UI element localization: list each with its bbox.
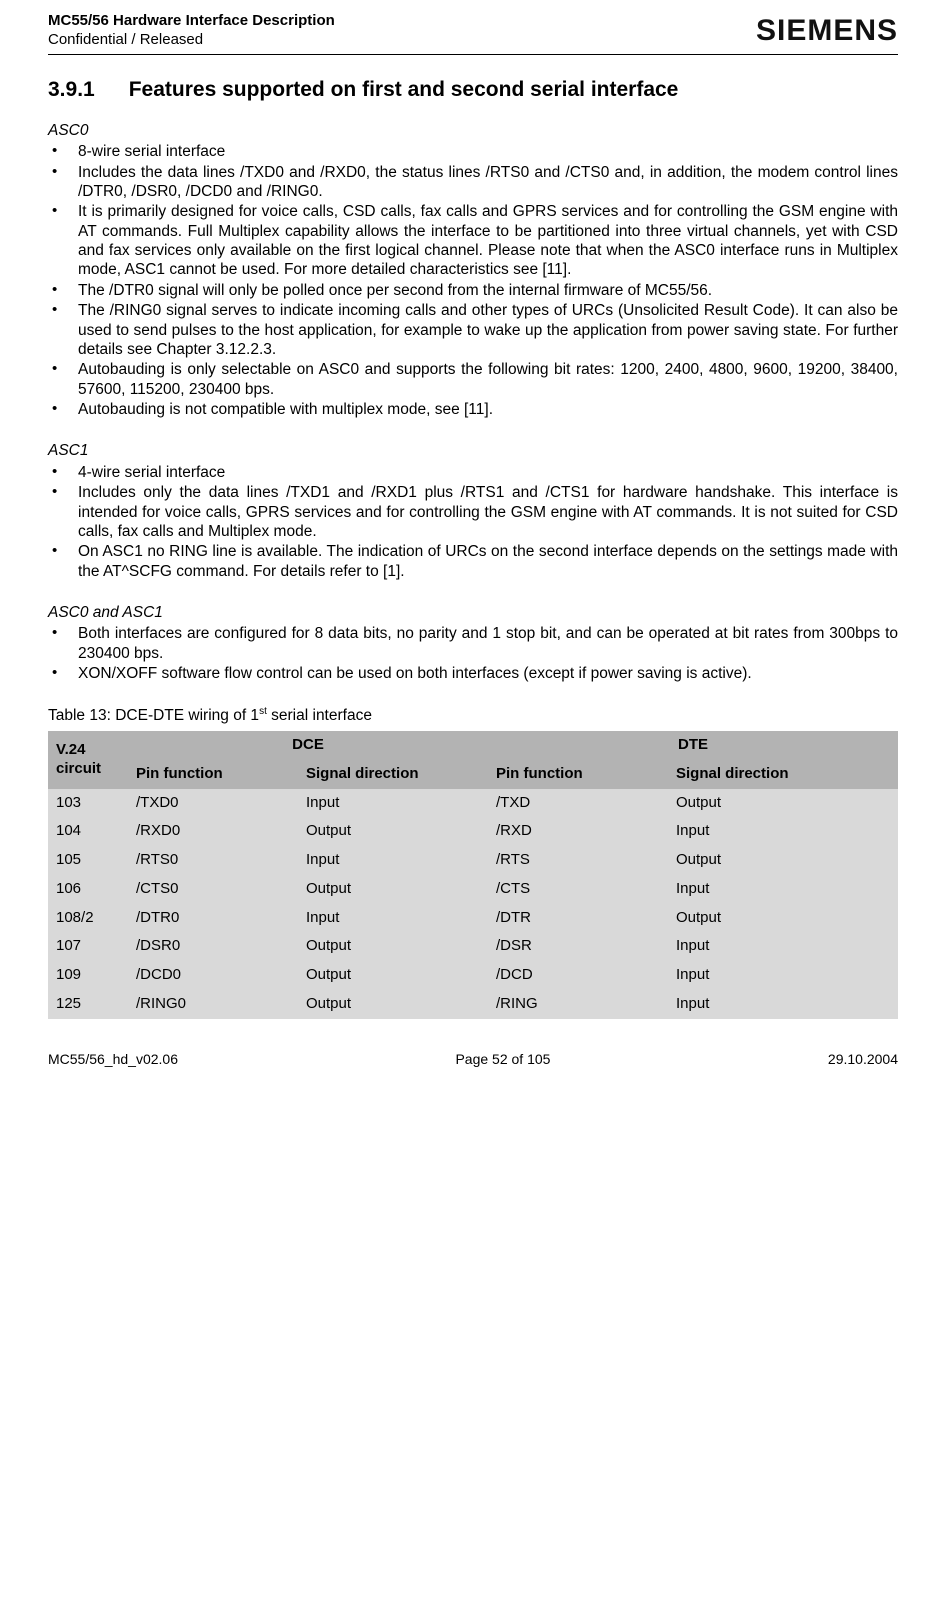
col-v24: V.24 circuit [48, 731, 128, 789]
cell-dce-dir: Input [298, 904, 488, 933]
cell-dce-pin: /RTS0 [128, 846, 298, 875]
cell-dce-dir: Output [298, 817, 488, 846]
list-item: Both interfaces are configured for 8 dat… [48, 624, 898, 663]
col-dce-dir: Signal direction [298, 760, 488, 789]
cell-dte-dir: Input [668, 817, 898, 846]
cell-dte-pin: /DSR [488, 932, 668, 961]
header-left: MC55/56 Hardware Interface Description C… [48, 12, 335, 50]
cell-dce-pin: /DTR0 [128, 904, 298, 933]
cell-dte-pin: /DCD [488, 961, 668, 990]
cell-dce-dir: Output [298, 875, 488, 904]
cell-dte-pin: /CTS [488, 875, 668, 904]
cell-dce-dir: Output [298, 932, 488, 961]
page-footer: MC55/56_hd_v02.06 Page 52 of 105 29.10.2… [48, 1051, 898, 1069]
table-row: 104 /RXD0 Output /RXD Input [48, 817, 898, 846]
cell-v24: 109 [48, 961, 128, 990]
cell-dte-dir: Input [668, 875, 898, 904]
both-list: Both interfaces are configured for 8 dat… [48, 624, 898, 683]
table-row: 125 /RING0 Output /RING Input [48, 990, 898, 1019]
cell-dte-dir: Input [668, 990, 898, 1019]
section-heading: 3.9.1 Features supported on first and sec… [48, 77, 898, 103]
list-item: On ASC1 no RING line is available. The i… [48, 542, 898, 581]
cell-dte-dir: Output [668, 789, 898, 818]
col-dte-dir: Signal direction [668, 760, 898, 789]
col-dce-pin: Pin function [128, 760, 298, 789]
col-dte: DTE [488, 731, 898, 760]
doc-confidentiality: Confidential / Released [48, 31, 335, 50]
doc-title: MC55/56 Hardware Interface Description [48, 12, 335, 31]
cell-v24: 104 [48, 817, 128, 846]
cell-dte-pin: /DTR [488, 904, 668, 933]
list-item: The /DTR0 signal will only be polled onc… [48, 281, 898, 300]
table-row: 106 /CTS0 Output /CTS Input [48, 875, 898, 904]
list-item: Includes only the data lines /TXD1 and /… [48, 483, 898, 541]
col-dte-pin: Pin function [488, 760, 668, 789]
siemens-logo: SIEMENS [756, 12, 898, 50]
cell-v24: 108/2 [48, 904, 128, 933]
cell-dce-dir: Output [298, 990, 488, 1019]
cell-dce-dir: Output [298, 961, 488, 990]
page-header: MC55/56 Hardware Interface Description C… [48, 12, 898, 55]
asc0-heading: ASC0 [48, 121, 898, 140]
table-row: 108/2 /DTR0 Input /DTR Output [48, 904, 898, 933]
table-row: 109 /DCD0 Output /DCD Input [48, 961, 898, 990]
cell-dte-pin: /RXD [488, 817, 668, 846]
list-item: 8-wire serial interface [48, 142, 898, 161]
table-caption: Table 13: DCE-DTE wiring of 1st serial i… [48, 706, 898, 726]
cell-dce-pin: /RXD0 [128, 817, 298, 846]
cell-dte-pin: /RTS [488, 846, 668, 875]
cell-v24: 103 [48, 789, 128, 818]
cell-v24: 107 [48, 932, 128, 961]
asc0-list: 8-wire serial interface Includes the dat… [48, 142, 898, 419]
table-caption-b: serial interface [267, 707, 372, 724]
cell-dce-pin: /DCD0 [128, 961, 298, 990]
list-item: Autobauding is not compatible with multi… [48, 400, 898, 419]
footer-right: 29.10.2004 [828, 1051, 898, 1069]
cell-dte-dir: Input [668, 961, 898, 990]
asc1-heading: ASC1 [48, 441, 898, 460]
cell-dce-pin: /TXD0 [128, 789, 298, 818]
cell-dce-dir: Input [298, 846, 488, 875]
list-item: Autobauding is only selectable on ASC0 a… [48, 360, 898, 399]
table-row: 103 /TXD0 Input /TXD Output [48, 789, 898, 818]
list-item: XON/XOFF software flow control can be us… [48, 664, 898, 683]
cell-dce-pin: /DSR0 [128, 932, 298, 961]
cell-dce-dir: Input [298, 789, 488, 818]
cell-dce-pin: /RING0 [128, 990, 298, 1019]
table-row: 105 /RTS0 Input /RTS Output [48, 846, 898, 875]
cell-v24: 105 [48, 846, 128, 875]
both-heading: ASC0 and ASC1 [48, 603, 898, 622]
footer-center: Page 52 of 105 [455, 1051, 550, 1069]
list-item: The /RING0 signal serves to indicate inc… [48, 301, 898, 359]
cell-dte-dir: Output [668, 904, 898, 933]
list-item: Includes the data lines /TXD0 and /RXD0,… [48, 163, 898, 202]
section-title: Features supported on first and second s… [129, 78, 679, 101]
cell-v24: 125 [48, 990, 128, 1019]
table-caption-a: Table 13: DCE-DTE wiring of 1 [48, 707, 259, 724]
table-body: 103 /TXD0 Input /TXD Output 104 /RXD0 Ou… [48, 789, 898, 1019]
cell-dce-pin: /CTS0 [128, 875, 298, 904]
list-item: It is primarily designed for voice calls… [48, 202, 898, 280]
cell-v24: 106 [48, 875, 128, 904]
cell-dte-pin: /TXD [488, 789, 668, 818]
dce-dte-table: V.24 circuit DCE DTE Pin function Signal… [48, 731, 898, 1019]
table-caption-sup: st [259, 706, 267, 717]
cell-dte-dir: Input [668, 932, 898, 961]
footer-left: MC55/56_hd_v02.06 [48, 1051, 178, 1069]
section-number: 3.9.1 [48, 77, 95, 103]
asc1-list: 4-wire serial interface Includes only th… [48, 463, 898, 581]
cell-dte-dir: Output [668, 846, 898, 875]
col-dce: DCE [128, 731, 488, 760]
table-row: 107 /DSR0 Output /DSR Input [48, 932, 898, 961]
list-item: 4-wire serial interface [48, 463, 898, 482]
cell-dte-pin: /RING [488, 990, 668, 1019]
